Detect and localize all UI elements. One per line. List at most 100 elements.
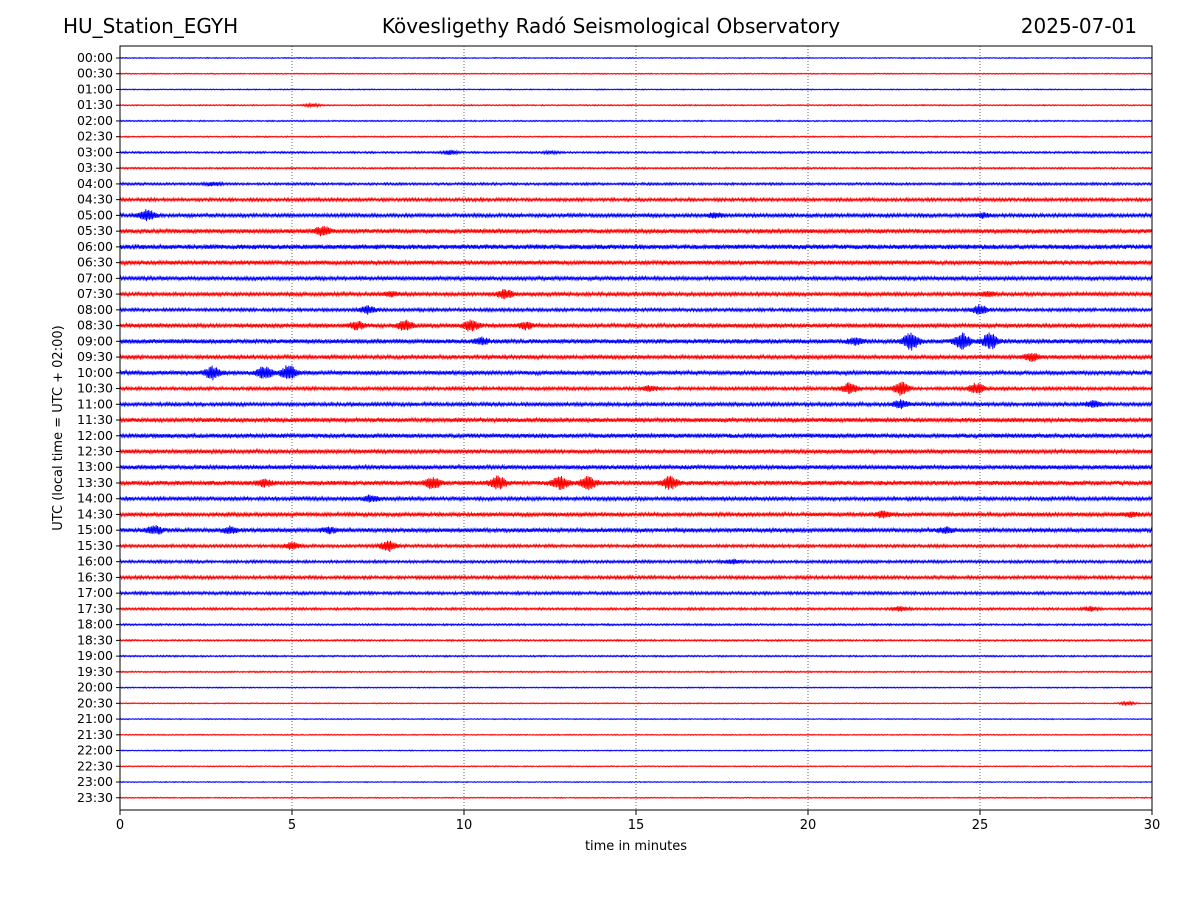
y-tick-label: 16:30 [77,569,113,584]
record-date: 2025-07-01 [1020,14,1137,38]
y-tick-label: 12:30 [77,444,113,459]
y-tick-label: 05:00 [77,207,113,222]
y-tick-label: 23:00 [77,774,113,789]
y-tick-label: 08:00 [77,302,113,317]
y-tick-label: 16:00 [77,554,113,569]
y-tick-label: 00:30 [77,66,113,81]
trace-1430 [119,510,1153,519]
trace-1900 [119,654,1153,658]
trace-0130 [119,102,1153,109]
y-tick-label: 18:00 [77,617,113,632]
trace-2130 [119,733,1153,737]
y-tick-label: 04:30 [77,192,113,207]
trace-0900 [119,332,1153,351]
y-tick-label: 20:00 [77,680,113,695]
y-tick-label: 23:30 [77,790,113,805]
trace-2300 [119,780,1153,784]
trace-0100 [119,88,1153,91]
trace-1230 [119,447,1153,456]
y-tick-label: 01:30 [77,97,113,112]
trace-1530 [119,540,1153,553]
trace-1830 [119,638,1153,643]
station-name: HU_Station_EGYH [63,14,239,38]
y-tick-label: 10:30 [77,381,113,396]
y-tick-label: 11:30 [77,412,113,427]
y-tick-label: 05:30 [77,223,113,238]
x-axis-label: time in minutes [585,839,687,854]
y-tick-label: 19:30 [77,664,113,679]
x-tick-label: 0 [116,818,124,833]
y-tick-label: 07:00 [77,270,113,285]
trace-2330 [119,796,1153,800]
trace-0630 [119,259,1153,267]
trace-0500 [119,209,1153,222]
trace-0600 [119,243,1153,251]
y-tick-label: 17:30 [77,601,113,616]
y-tick-label: 10:00 [77,365,113,380]
trace-1800 [119,622,1153,627]
y-tick-label: 01:00 [77,81,113,96]
trace-0800 [119,304,1153,315]
y-tick-label: 14:00 [77,491,113,506]
y-tick-label: 11:00 [77,396,113,411]
y-tick-label: 19:00 [77,648,113,663]
trace-0530 [119,225,1153,237]
y-tick-label: 13:00 [77,459,113,474]
y-tick-label: 15:00 [77,522,113,537]
trace-0830 [119,319,1153,332]
trace-0230 [119,135,1153,139]
trace-1330 [119,475,1153,491]
trace-1500 [119,525,1153,535]
x-tick-label: 5 [288,818,296,833]
trace-2030 [119,700,1153,707]
y-tick-label: 06:00 [77,239,113,254]
x-tick-label: 10 [456,818,473,833]
y-tick-label: 04:00 [77,176,113,191]
y-tick-label: 14:30 [77,506,113,521]
trace-0930 [119,352,1153,363]
trace-1300 [119,463,1153,471]
y-tick-label: 18:30 [77,632,113,647]
x-tick-label: 25 [972,818,989,833]
trace-0330 [119,166,1153,171]
y-tick-label: 00:00 [77,50,113,65]
trace-0030 [119,72,1153,75]
trace-0700 [119,274,1153,282]
y-tick-label: 20:30 [77,695,113,710]
trace-0300 [119,149,1153,156]
trace-2100 [119,717,1153,721]
trace-1630 [119,574,1153,581]
trace-0400 [119,180,1153,188]
trace-1130 [119,416,1153,424]
y-tick-label: 03:30 [77,160,113,175]
trace-1100 [119,399,1153,410]
trace-1930 [119,670,1153,674]
x-tick-label: 30 [1144,818,1161,833]
y-tick-label: 03:00 [77,144,113,159]
trace-0000 [119,56,1153,60]
x-tick-label: 20 [800,818,817,833]
trace-1700 [119,590,1153,597]
y-tick-label: 06:30 [77,255,113,270]
trace-2200 [119,749,1153,752]
y-axis-label: UTC (local time = UTC + 02:00) [51,325,66,530]
x-tick-label: 15 [628,818,645,833]
y-tick-label: 09:30 [77,349,113,364]
y-tick-label: 08:30 [77,318,113,333]
y-tick-label: 21:30 [77,727,113,742]
trace-1200 [119,432,1153,440]
trace-1000 [119,365,1153,381]
y-tick-label: 02:30 [77,129,113,144]
trace-2000 [119,686,1153,689]
y-tick-label: 22:00 [77,743,113,758]
y-tick-label: 12:00 [77,428,113,443]
y-tick-label: 21:00 [77,711,113,726]
trace-0200 [119,119,1153,123]
y-tick-label: 17:00 [77,585,113,600]
trace-1030 [119,381,1153,396]
y-tick-label: 22:30 [77,758,113,773]
y-tick-label: 15:30 [77,538,113,553]
y-tick-label: 13:30 [77,475,113,490]
y-tick-label: 09:00 [77,333,113,348]
